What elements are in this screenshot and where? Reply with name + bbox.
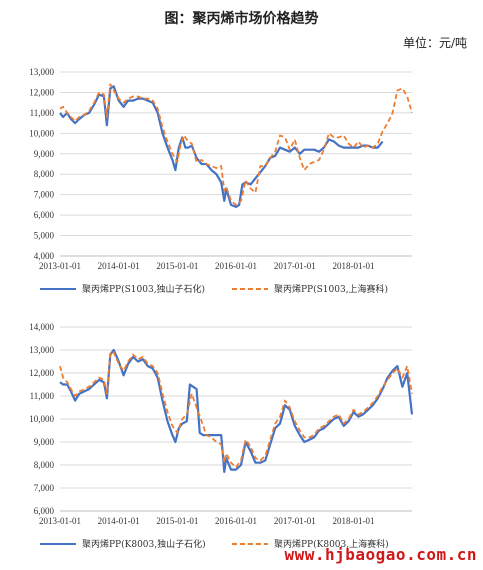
series-line-2 <box>59 351 413 469</box>
x-tick-label: 2014-01-01 <box>98 261 140 271</box>
y-tick-label: 9,000 <box>34 149 55 159</box>
unit-label: 单位：元/吨 <box>402 36 467 50</box>
x-tick-label: 2013-01-01 <box>39 261 81 271</box>
x-tick-label: 2015-01-01 <box>156 516 198 526</box>
series-line-1 <box>59 348 414 473</box>
y-tick-label: 14,000 <box>29 322 54 332</box>
price-chart-s1003: 4,000 5,000 6,000 7,000 8,000 9,000 10,000 11,0… <box>29 67 413 295</box>
x-tick-label: 2016-01-01 <box>215 261 257 271</box>
y-tick-label: 13,000 <box>29 345 54 355</box>
x-tick-label: 2018-01-01 <box>332 516 374 526</box>
series-line-2 <box>59 83 413 206</box>
price-chart-k8003: 6,000 7,000 8,000 9,000 10,000 11,000 12,000 13… <box>29 322 414 550</box>
y-tick-label: 7,000 <box>34 190 55 200</box>
series-line-1 <box>59 85 384 208</box>
y-tick-label: 6,000 <box>34 210 55 220</box>
y-tick-label: 13,000 <box>29 67 54 77</box>
y-tick-label: 6,000 <box>34 506 55 516</box>
y-tick-label: 9,000 <box>34 437 55 447</box>
legend-label-1: 聚丙烯PP(K8003,独山子石化) <box>82 538 206 550</box>
y-tick-label: 11,000 <box>30 108 55 118</box>
y-tick-label: 10,000 <box>29 128 54 138</box>
y-tick-label: 12,000 <box>29 87 54 97</box>
y-tick-label: 12,000 <box>29 368 54 378</box>
x-tick-label: 2017-01-01 <box>274 516 316 526</box>
x-tick-label: 2016-01-01 <box>215 516 257 526</box>
x-tick-label: 2014-01-01 <box>98 516 140 526</box>
y-tick-label: 10,000 <box>29 414 54 424</box>
watermark-text: www.hjbaogao.com.cn <box>284 545 477 564</box>
y-tick-label: 7,000 <box>34 483 55 493</box>
page-title: 图：聚丙烯市场价格趋势 <box>164 11 319 27</box>
y-tick-label: 5,000 <box>34 231 55 241</box>
x-tick-label: 2018-01-01 <box>332 261 374 271</box>
x-tick-label: 2013-01-01 <box>39 516 81 526</box>
y-tick-label: 4,000 <box>34 251 55 261</box>
y-tick-label: 8,000 <box>34 460 55 470</box>
legend-label-2: 聚丙烯PP(K8003,上海赛科) <box>274 538 389 550</box>
y-tick-label: 8,000 <box>34 169 55 179</box>
x-tick-label: 2017-01-01 <box>274 261 316 271</box>
y-tick-label: 11,000 <box>30 391 55 401</box>
legend-label-1: 聚丙烯PP(S1003,独山子石化) <box>82 283 205 295</box>
legend-label-2: 聚丙烯PP(S1003,上海赛科) <box>274 283 388 295</box>
x-tick-label: 2015-01-01 <box>156 261 198 271</box>
